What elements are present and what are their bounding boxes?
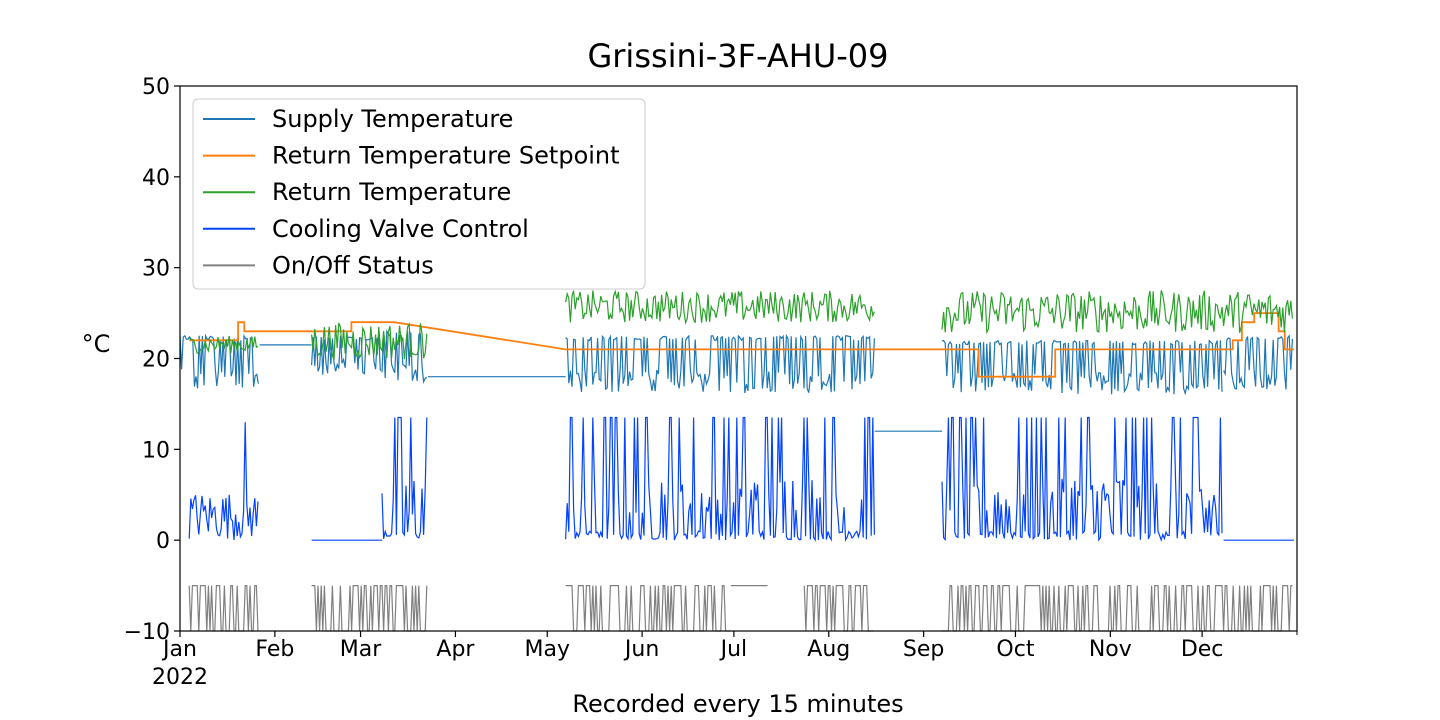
legend-label: Return Temperature Setpoint [272, 142, 620, 170]
series-segment [565, 333, 875, 394]
legend-items: Supply Temperature Return Temperature Set… [203, 105, 620, 279]
x-tick-label: May [524, 637, 569, 662]
y-tick-label: 20 [142, 348, 170, 373]
legend-box [192, 98, 646, 290]
series-segment [188, 585, 259, 632]
y-tick-label: 0 [156, 529, 170, 554]
series-segment [179, 333, 259, 389]
series-segment [941, 290, 1293, 335]
x-tick-label: Jun [623, 637, 659, 662]
series-segment [1223, 334, 1293, 390]
series-line [189, 312, 1294, 378]
series-on-off-status [188, 585, 1293, 632]
x-tick-label: Jan [161, 637, 197, 662]
legend-label: Return Temperature [272, 178, 511, 206]
series-segment [942, 585, 1293, 632]
series-segment [565, 289, 875, 325]
y-tick-label: 10 [142, 438, 170, 463]
x-tick-label: Jul [719, 637, 748, 662]
legend: Supply Temperature Return Temperature Set… [192, 98, 646, 290]
legend-label: Supply Temperature [272, 105, 513, 133]
y-tick-label: 50 [142, 75, 170, 100]
series-return-temperature-setpoint [189, 312, 1294, 378]
chart-title: Grissini-3F-AHU-09 [587, 37, 888, 75]
series-segment [311, 335, 381, 375]
series-segment [188, 336, 259, 354]
x-tick-label: Oct [996, 637, 1034, 662]
x-tick-label: Aug [807, 637, 850, 662]
x-tick-label: Dec [1181, 637, 1224, 662]
x-tick-label: Apr [436, 637, 475, 662]
series-segment [311, 322, 428, 360]
series-segment [565, 416, 875, 543]
x-tick-label: Mar [340, 637, 382, 662]
series-segment [941, 416, 1223, 542]
series-segment [311, 585, 428, 632]
x-tick-label: Sep [903, 637, 944, 662]
series-segment [565, 585, 731, 632]
series-return-temperature [188, 289, 1293, 360]
series-segment [188, 422, 259, 541]
x-year-label: 2022 [152, 665, 208, 690]
series-segment [941, 339, 1223, 396]
legend-label: On/Off Status [272, 251, 434, 279]
series-segment [381, 416, 428, 539]
series-layer [179, 289, 1294, 632]
series-supply-temperature [179, 329, 1293, 432]
x-tick-label: Feb [255, 637, 294, 662]
y-axis: −10 0 10 20 30 40 50 [124, 75, 180, 645]
y-tick-label: −10 [124, 620, 170, 645]
y-axis-label: °C [82, 330, 111, 358]
y-tick-label: 40 [142, 166, 170, 191]
series-cooling-valve-control [188, 416, 1294, 543]
x-axis: Jan Feb Mar Apr May Jun Jul Aug Sep Oct Nov Dec [161, 631, 1298, 662]
series-segment [803, 585, 874, 632]
x-axis-label: Recorded every 15 minutes [572, 690, 903, 718]
legend-label: Cooling Valve Control [272, 215, 529, 243]
x-tick-label: Nov [1089, 637, 1132, 662]
y-tick-label: 30 [142, 257, 170, 282]
